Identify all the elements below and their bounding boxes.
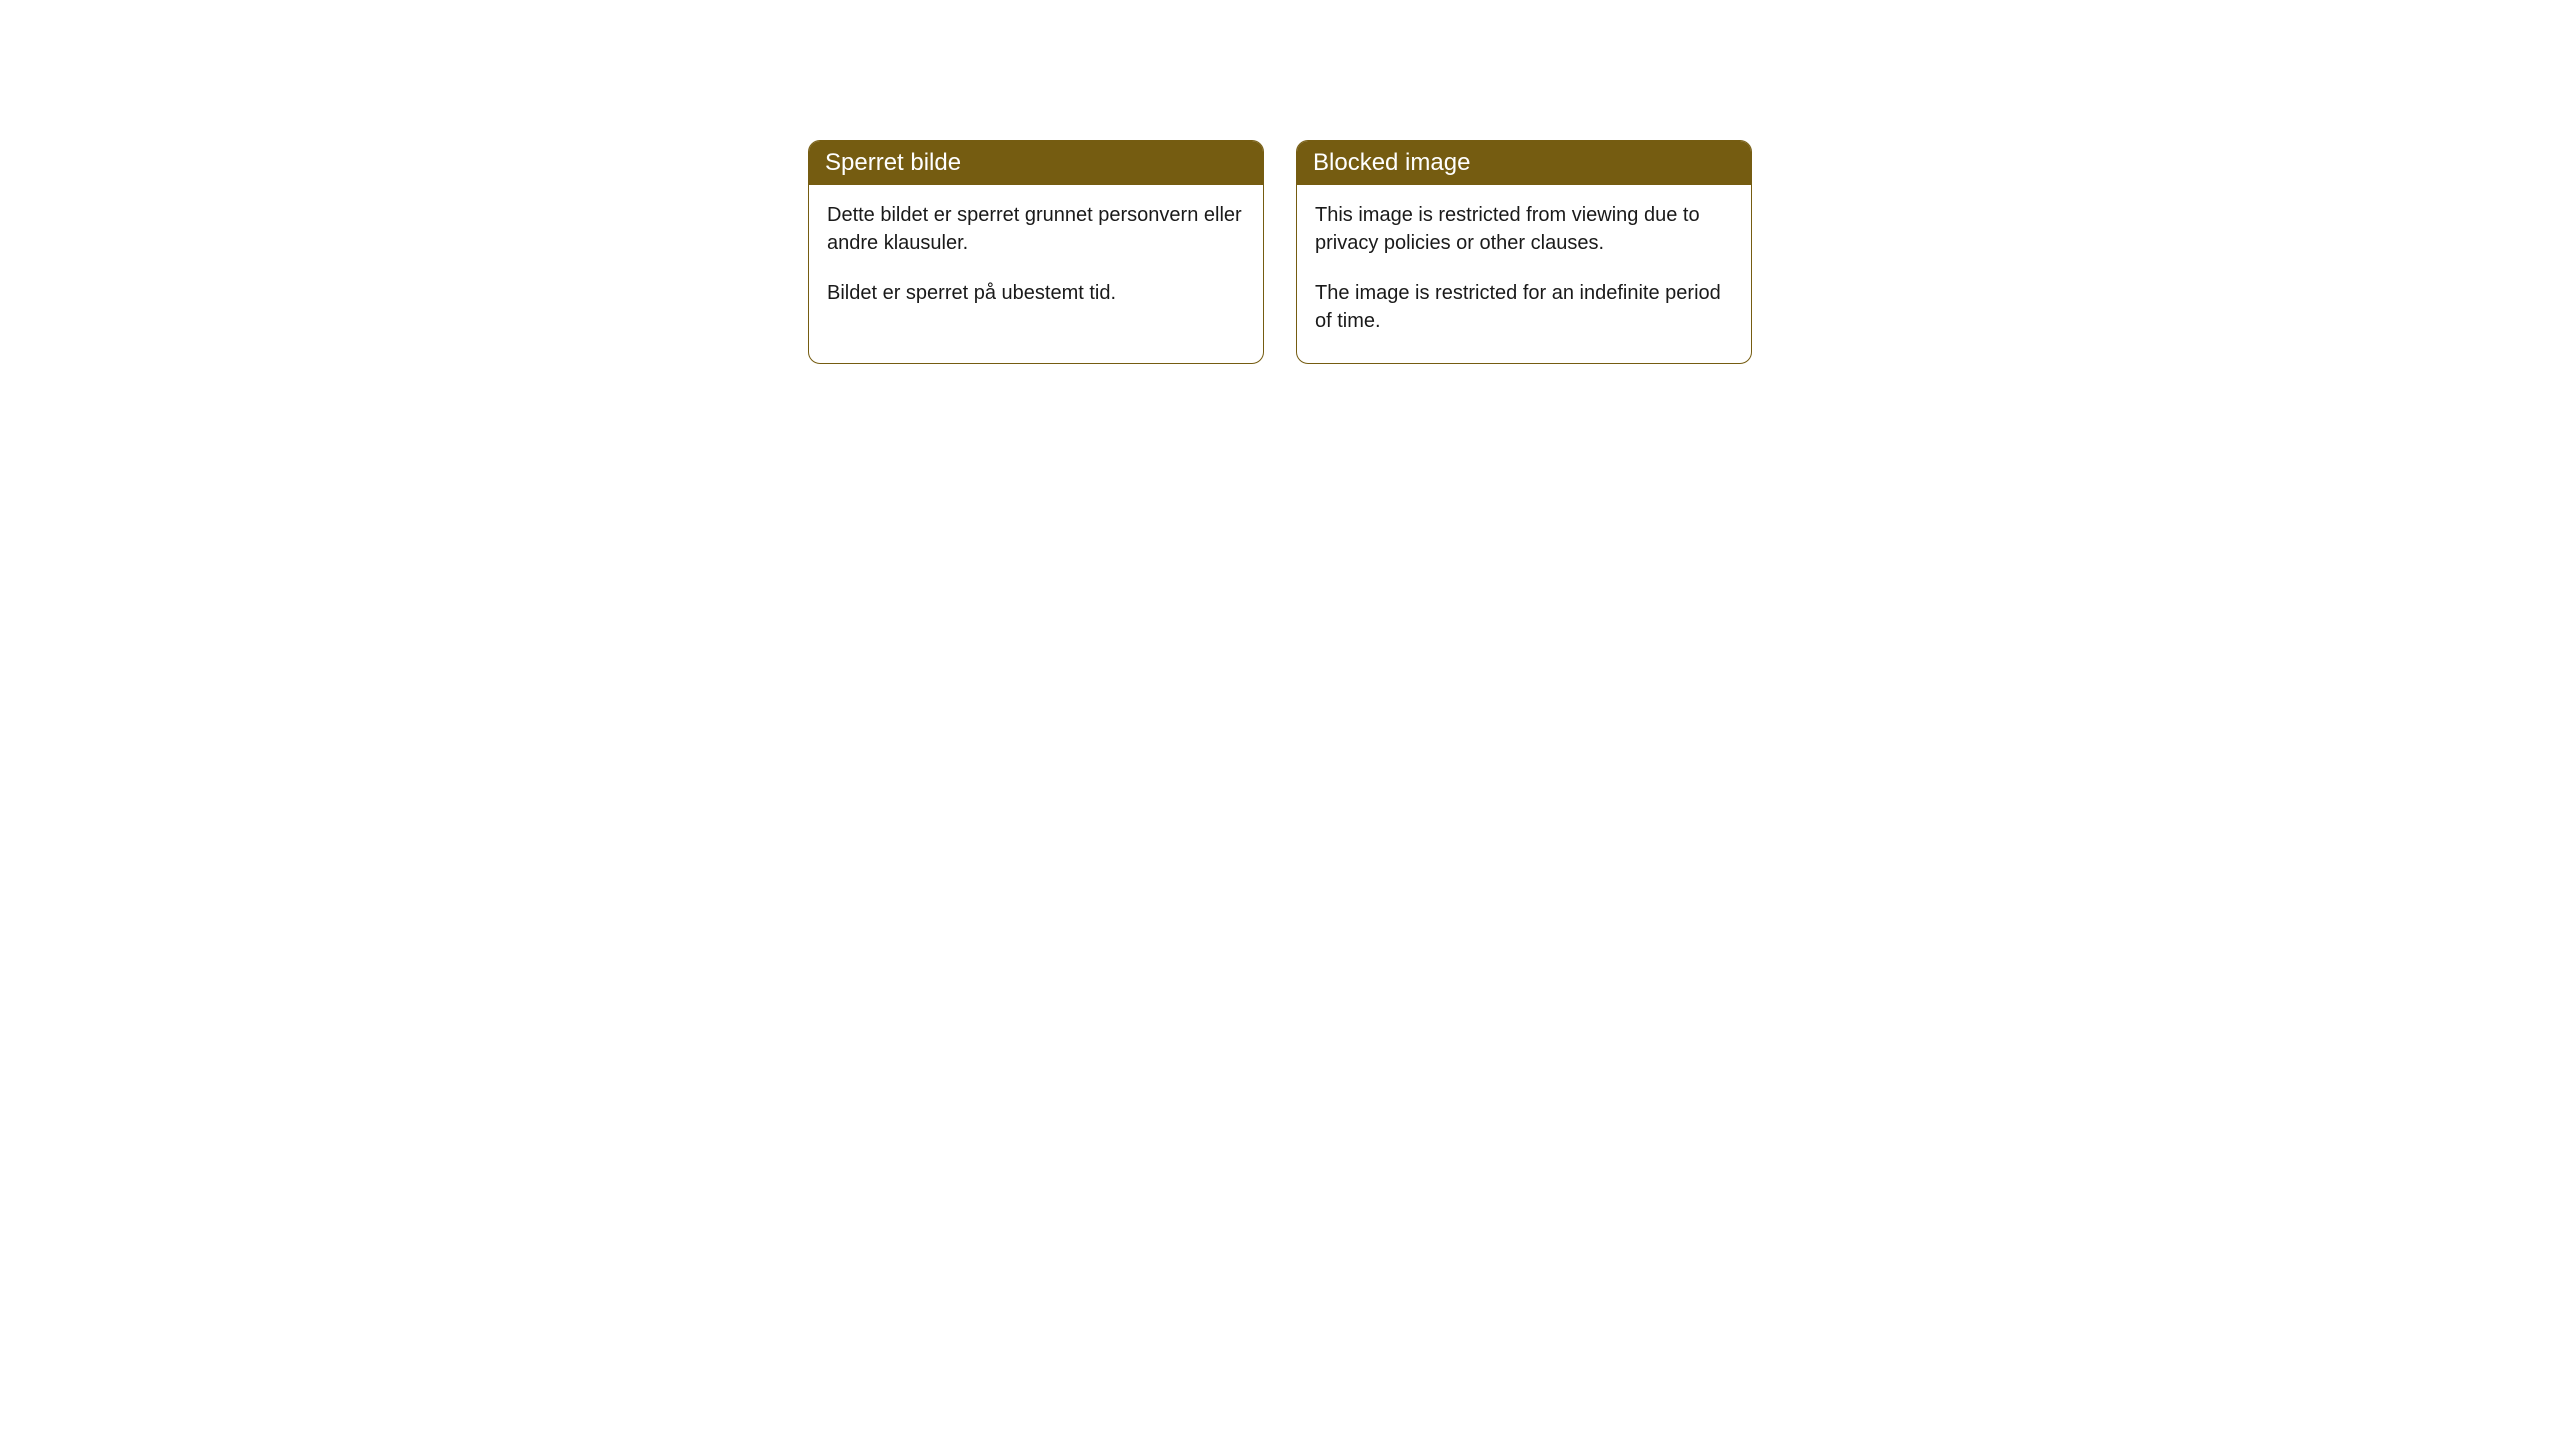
notice-text-2: Bildet er sperret på ubestemt tid. — [827, 279, 1245, 307]
card-body-norwegian: Dette bildet er sperret grunnet personve… — [809, 185, 1263, 335]
blocked-image-card-english: Blocked image This image is restricted f… — [1296, 140, 1752, 364]
notice-cards-container: Sperret bilde Dette bildet er sperret gr… — [808, 140, 1752, 364]
card-header-norwegian: Sperret bilde — [809, 141, 1263, 185]
notice-text-1: This image is restricted from viewing du… — [1315, 201, 1733, 257]
notice-text-2: The image is restricted for an indefinit… — [1315, 279, 1733, 335]
card-header-english: Blocked image — [1297, 141, 1751, 185]
card-body-english: This image is restricted from viewing du… — [1297, 185, 1751, 363]
blocked-image-card-norwegian: Sperret bilde Dette bildet er sperret gr… — [808, 140, 1264, 364]
card-title: Blocked image — [1313, 149, 1470, 176]
notice-text-1: Dette bildet er sperret grunnet personve… — [827, 201, 1245, 257]
card-title: Sperret bilde — [825, 149, 961, 176]
